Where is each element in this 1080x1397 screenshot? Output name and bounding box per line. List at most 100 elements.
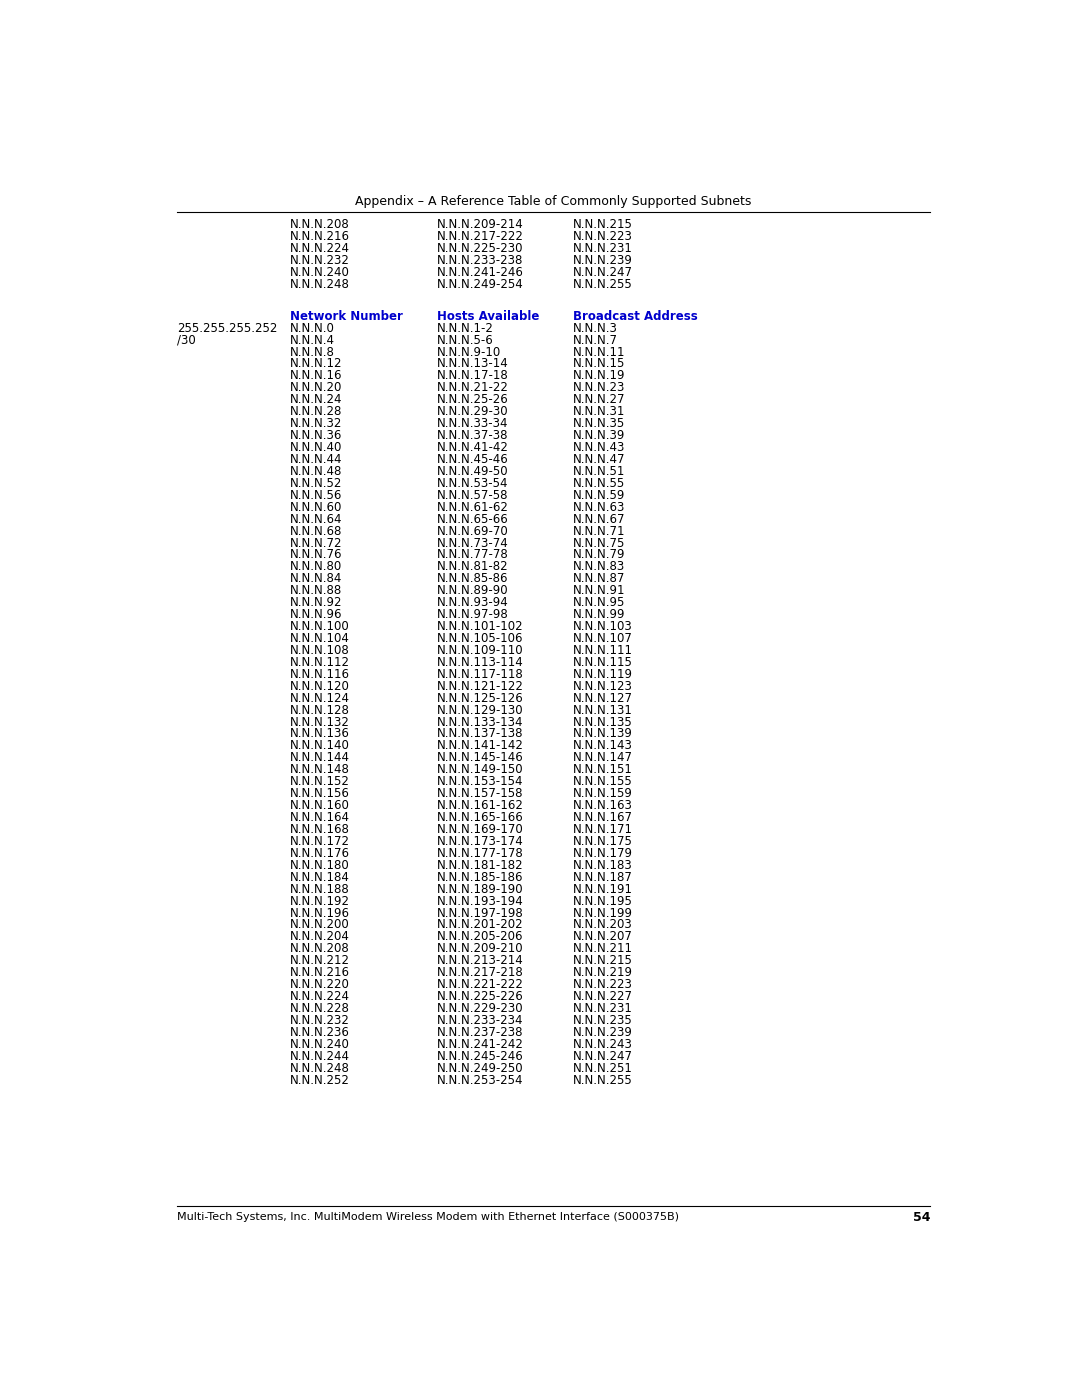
Text: N.N.N.92: N.N.N.92 xyxy=(291,597,342,609)
Text: N.N.N.216: N.N.N.216 xyxy=(291,231,350,243)
Text: N.N.N.95: N.N.N.95 xyxy=(572,597,625,609)
Text: N.N.N.144: N.N.N.144 xyxy=(291,752,350,764)
Text: N.N.N.207: N.N.N.207 xyxy=(572,930,633,943)
Text: N.N.N.137-138: N.N.N.137-138 xyxy=(437,728,524,740)
Text: N.N.N.255: N.N.N.255 xyxy=(572,1073,633,1087)
Text: N.N.N.132: N.N.N.132 xyxy=(291,715,350,729)
Text: N.N.N.179: N.N.N.179 xyxy=(572,847,633,859)
Text: N.N.N.160: N.N.N.160 xyxy=(291,799,350,812)
Text: N.N.N.172: N.N.N.172 xyxy=(291,835,350,848)
Text: Network Number: Network Number xyxy=(291,310,403,323)
Text: N.N.N.36: N.N.N.36 xyxy=(291,429,342,441)
Text: N.N.N.164: N.N.N.164 xyxy=(291,812,350,824)
Text: N.N.N.11: N.N.N.11 xyxy=(572,345,625,359)
Text: N.N.N.147: N.N.N.147 xyxy=(572,752,633,764)
Text: N.N.N.215: N.N.N.215 xyxy=(572,954,633,967)
Text: N.N.N.45-46: N.N.N.45-46 xyxy=(437,453,509,467)
Text: N.N.N.99: N.N.N.99 xyxy=(572,608,625,622)
Text: N.N.N.205-206: N.N.N.205-206 xyxy=(437,930,524,943)
Text: N.N.N.88: N.N.N.88 xyxy=(291,584,342,598)
Text: N.N.N.209-214: N.N.N.209-214 xyxy=(437,218,524,231)
Text: N.N.N.79: N.N.N.79 xyxy=(572,549,625,562)
Text: N.N.N.35: N.N.N.35 xyxy=(572,418,625,430)
Text: N.N.N.193-194: N.N.N.193-194 xyxy=(437,894,524,908)
Text: N.N.N.215: N.N.N.215 xyxy=(572,218,633,231)
Text: N.N.N.152: N.N.N.152 xyxy=(291,775,350,788)
Text: N.N.N.189-190: N.N.N.189-190 xyxy=(437,883,524,895)
Text: N.N.N.211: N.N.N.211 xyxy=(572,943,633,956)
Text: N.N.N.39: N.N.N.39 xyxy=(572,429,625,441)
Text: N.N.N.199: N.N.N.199 xyxy=(572,907,633,919)
Text: N.N.N.247: N.N.N.247 xyxy=(572,265,633,279)
Text: 54: 54 xyxy=(913,1211,930,1224)
Text: N.N.N.200: N.N.N.200 xyxy=(291,918,350,932)
Text: N.N.N.180: N.N.N.180 xyxy=(291,859,350,872)
Text: N.N.N.12: N.N.N.12 xyxy=(291,358,342,370)
Text: N.N.N.171: N.N.N.171 xyxy=(572,823,633,835)
Text: N.N.N.81-82: N.N.N.81-82 xyxy=(437,560,509,573)
Text: Multi-Tech Systems, Inc. MultiModem Wireless Modem with Ethernet Interface (S000: Multi-Tech Systems, Inc. MultiModem Wire… xyxy=(177,1213,679,1222)
Text: N.N.N.65-66: N.N.N.65-66 xyxy=(437,513,509,525)
Text: N.N.N.233-238: N.N.N.233-238 xyxy=(437,254,524,267)
Text: N.N.N.73-74: N.N.N.73-74 xyxy=(437,536,509,549)
Text: N.N.N.121-122: N.N.N.121-122 xyxy=(437,680,524,693)
Text: N.N.N.113-114: N.N.N.113-114 xyxy=(437,655,524,669)
Text: N.N.N.56: N.N.N.56 xyxy=(291,489,342,502)
Text: Hosts Available: Hosts Available xyxy=(437,310,540,323)
Text: N.N.N.32: N.N.N.32 xyxy=(291,418,342,430)
Text: N.N.N.255: N.N.N.255 xyxy=(572,278,633,291)
Text: N.N.N.77-78: N.N.N.77-78 xyxy=(437,549,509,562)
Text: N.N.N.115: N.N.N.115 xyxy=(572,655,633,669)
Text: N.N.N.233-234: N.N.N.233-234 xyxy=(437,1014,524,1027)
Text: N.N.N.8: N.N.N.8 xyxy=(291,345,335,359)
Text: N.N.N.247: N.N.N.247 xyxy=(572,1049,633,1063)
Text: 255.255.255.252: 255.255.255.252 xyxy=(177,321,278,335)
Text: N.N.N.135: N.N.N.135 xyxy=(572,715,633,729)
Text: N.N.N.195: N.N.N.195 xyxy=(572,894,633,908)
Text: N.N.N.213-214: N.N.N.213-214 xyxy=(437,954,524,967)
Text: N.N.N.87: N.N.N.87 xyxy=(572,573,625,585)
Text: N.N.N.23: N.N.N.23 xyxy=(572,381,625,394)
Text: N.N.N.7: N.N.N.7 xyxy=(572,334,618,346)
Text: N.N.N.75: N.N.N.75 xyxy=(572,536,625,549)
Text: N.N.N.16: N.N.N.16 xyxy=(291,369,342,383)
Text: N.N.N.237-238: N.N.N.237-238 xyxy=(437,1025,524,1039)
Text: N.N.N.140: N.N.N.140 xyxy=(291,739,350,753)
Text: N.N.N.47: N.N.N.47 xyxy=(572,453,625,467)
Text: N.N.N.183: N.N.N.183 xyxy=(572,859,633,872)
Text: N.N.N.119: N.N.N.119 xyxy=(572,668,633,680)
Text: N.N.N.156: N.N.N.156 xyxy=(291,787,350,800)
Text: N.N.N.33-34: N.N.N.33-34 xyxy=(437,418,509,430)
Text: N.N.N.84: N.N.N.84 xyxy=(291,573,342,585)
Text: N.N.N.93-94: N.N.N.93-94 xyxy=(437,597,509,609)
Text: N.N.N.253-254: N.N.N.253-254 xyxy=(437,1073,524,1087)
Text: N.N.N.83: N.N.N.83 xyxy=(572,560,625,573)
Text: N.N.N.148: N.N.N.148 xyxy=(291,763,350,777)
Text: N.N.N.52: N.N.N.52 xyxy=(291,476,342,490)
Text: N.N.N.236: N.N.N.236 xyxy=(291,1025,350,1039)
Text: N.N.N.212: N.N.N.212 xyxy=(291,954,350,967)
Text: N.N.N.41-42: N.N.N.41-42 xyxy=(437,441,509,454)
Text: N.N.N.85-86: N.N.N.85-86 xyxy=(437,573,509,585)
Text: N.N.N.239: N.N.N.239 xyxy=(572,1025,633,1039)
Text: N.N.N.241-242: N.N.N.241-242 xyxy=(437,1038,524,1051)
Text: N.N.N.243: N.N.N.243 xyxy=(572,1038,633,1051)
Text: N.N.N.27: N.N.N.27 xyxy=(572,394,625,407)
Text: N.N.N.151: N.N.N.151 xyxy=(572,763,633,777)
Text: N.N.N.51: N.N.N.51 xyxy=(572,465,625,478)
Text: N.N.N.117-118: N.N.N.117-118 xyxy=(437,668,524,680)
Text: N.N.N.17-18: N.N.N.17-18 xyxy=(437,369,509,383)
Text: N.N.N.116: N.N.N.116 xyxy=(291,668,350,680)
Text: N.N.N.177-178: N.N.N.177-178 xyxy=(437,847,524,859)
Text: N.N.N.145-146: N.N.N.145-146 xyxy=(437,752,524,764)
Text: N.N.N.131: N.N.N.131 xyxy=(572,704,633,717)
Text: N.N.N.217-222: N.N.N.217-222 xyxy=(437,231,524,243)
Text: N.N.N.173-174: N.N.N.173-174 xyxy=(437,835,524,848)
Text: N.N.N.101-102: N.N.N.101-102 xyxy=(437,620,524,633)
Text: N.N.N.220: N.N.N.220 xyxy=(291,978,350,990)
Text: N.N.N.241-246: N.N.N.241-246 xyxy=(437,265,524,279)
Text: N.N.N.21-22: N.N.N.21-22 xyxy=(437,381,509,394)
Text: N.N.N.61-62: N.N.N.61-62 xyxy=(437,500,509,514)
Text: N.N.N.196: N.N.N.196 xyxy=(291,907,350,919)
Text: N.N.N.96: N.N.N.96 xyxy=(291,608,342,622)
